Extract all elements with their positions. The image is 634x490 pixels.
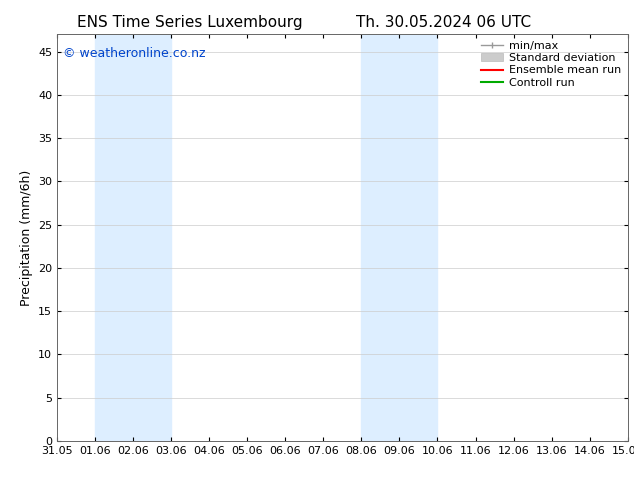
Y-axis label: Precipitation (mm/6h): Precipitation (mm/6h) <box>20 170 32 306</box>
Text: Th. 30.05.2024 06 UTC: Th. 30.05.2024 06 UTC <box>356 15 531 30</box>
Text: ENS Time Series Luxembourg: ENS Time Series Luxembourg <box>77 15 303 30</box>
Legend: min/max, Standard deviation, Ensemble mean run, Controll run: min/max, Standard deviation, Ensemble me… <box>477 37 625 92</box>
Bar <box>95 34 171 441</box>
Bar <box>361 34 437 441</box>
Text: © weatheronline.co.nz: © weatheronline.co.nz <box>63 47 205 59</box>
